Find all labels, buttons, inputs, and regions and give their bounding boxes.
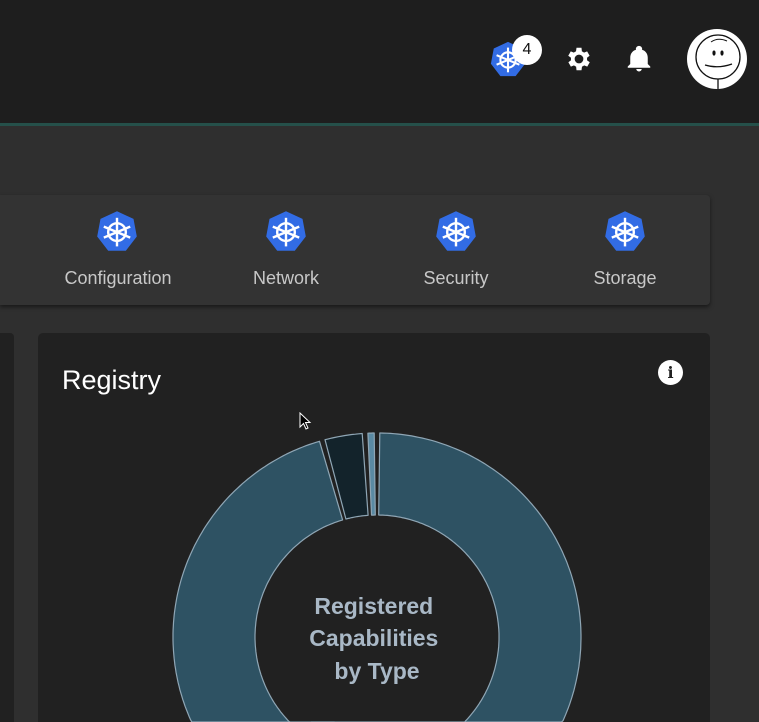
nav-item-label: Security — [423, 268, 489, 288]
donut-slice[interactable] — [324, 432, 369, 520]
kubernetes-icon — [97, 211, 137, 251]
nav-item-label: Network — [252, 268, 319, 288]
notifications-button[interactable] — [623, 43, 655, 75]
registry-donut-chart: Registered Capabilities by Type — [172, 432, 582, 722]
category-nav: Configuration Network Security Storage — [0, 195, 710, 305]
center-label-line: Registered — [314, 593, 433, 619]
svg-text:Registered Capabilities: Registered Capabilities by Type — [309, 593, 445, 684]
gear-icon — [568, 47, 590, 71]
kubernetes-icon — [266, 211, 306, 251]
nav-item-label: Storage — [593, 268, 657, 288]
donut-slice[interactable] — [367, 432, 376, 516]
top-header: 4 — [0, 0, 759, 126]
card-title: Registry — [62, 365, 162, 395]
left-card — [0, 333, 14, 722]
center-label-line: Capabilities — [309, 625, 438, 651]
donut-slice[interactable] — [172, 440, 344, 722]
notification-count-badge: 4 — [512, 35, 542, 65]
nav-item-label: Configuration — [64, 268, 172, 288]
nav-item-storage[interactable]: Storage — [540, 209, 710, 289]
bell-icon — [627, 45, 651, 72]
mouse-cursor-icon — [299, 412, 312, 430]
info-icon[interactable]: i — [658, 360, 683, 385]
avatar-face-icon — [695, 34, 741, 89]
registry-card: Registry i Registered Capabilities by Ty… — [38, 333, 710, 722]
donut-slice[interactable] — [310, 432, 582, 722]
nav-item-security[interactable]: Security — [371, 209, 541, 289]
kubernetes-icon — [605, 211, 645, 251]
center-label-line: by Type — [334, 658, 419, 684]
nav-item-configuration[interactable]: Configuration — [32, 209, 202, 289]
settings-button[interactable] — [563, 43, 595, 75]
kubernetes-icon — [436, 211, 476, 251]
avatar[interactable] — [687, 29, 747, 89]
nav-item-network[interactable]: Network — [201, 209, 371, 289]
